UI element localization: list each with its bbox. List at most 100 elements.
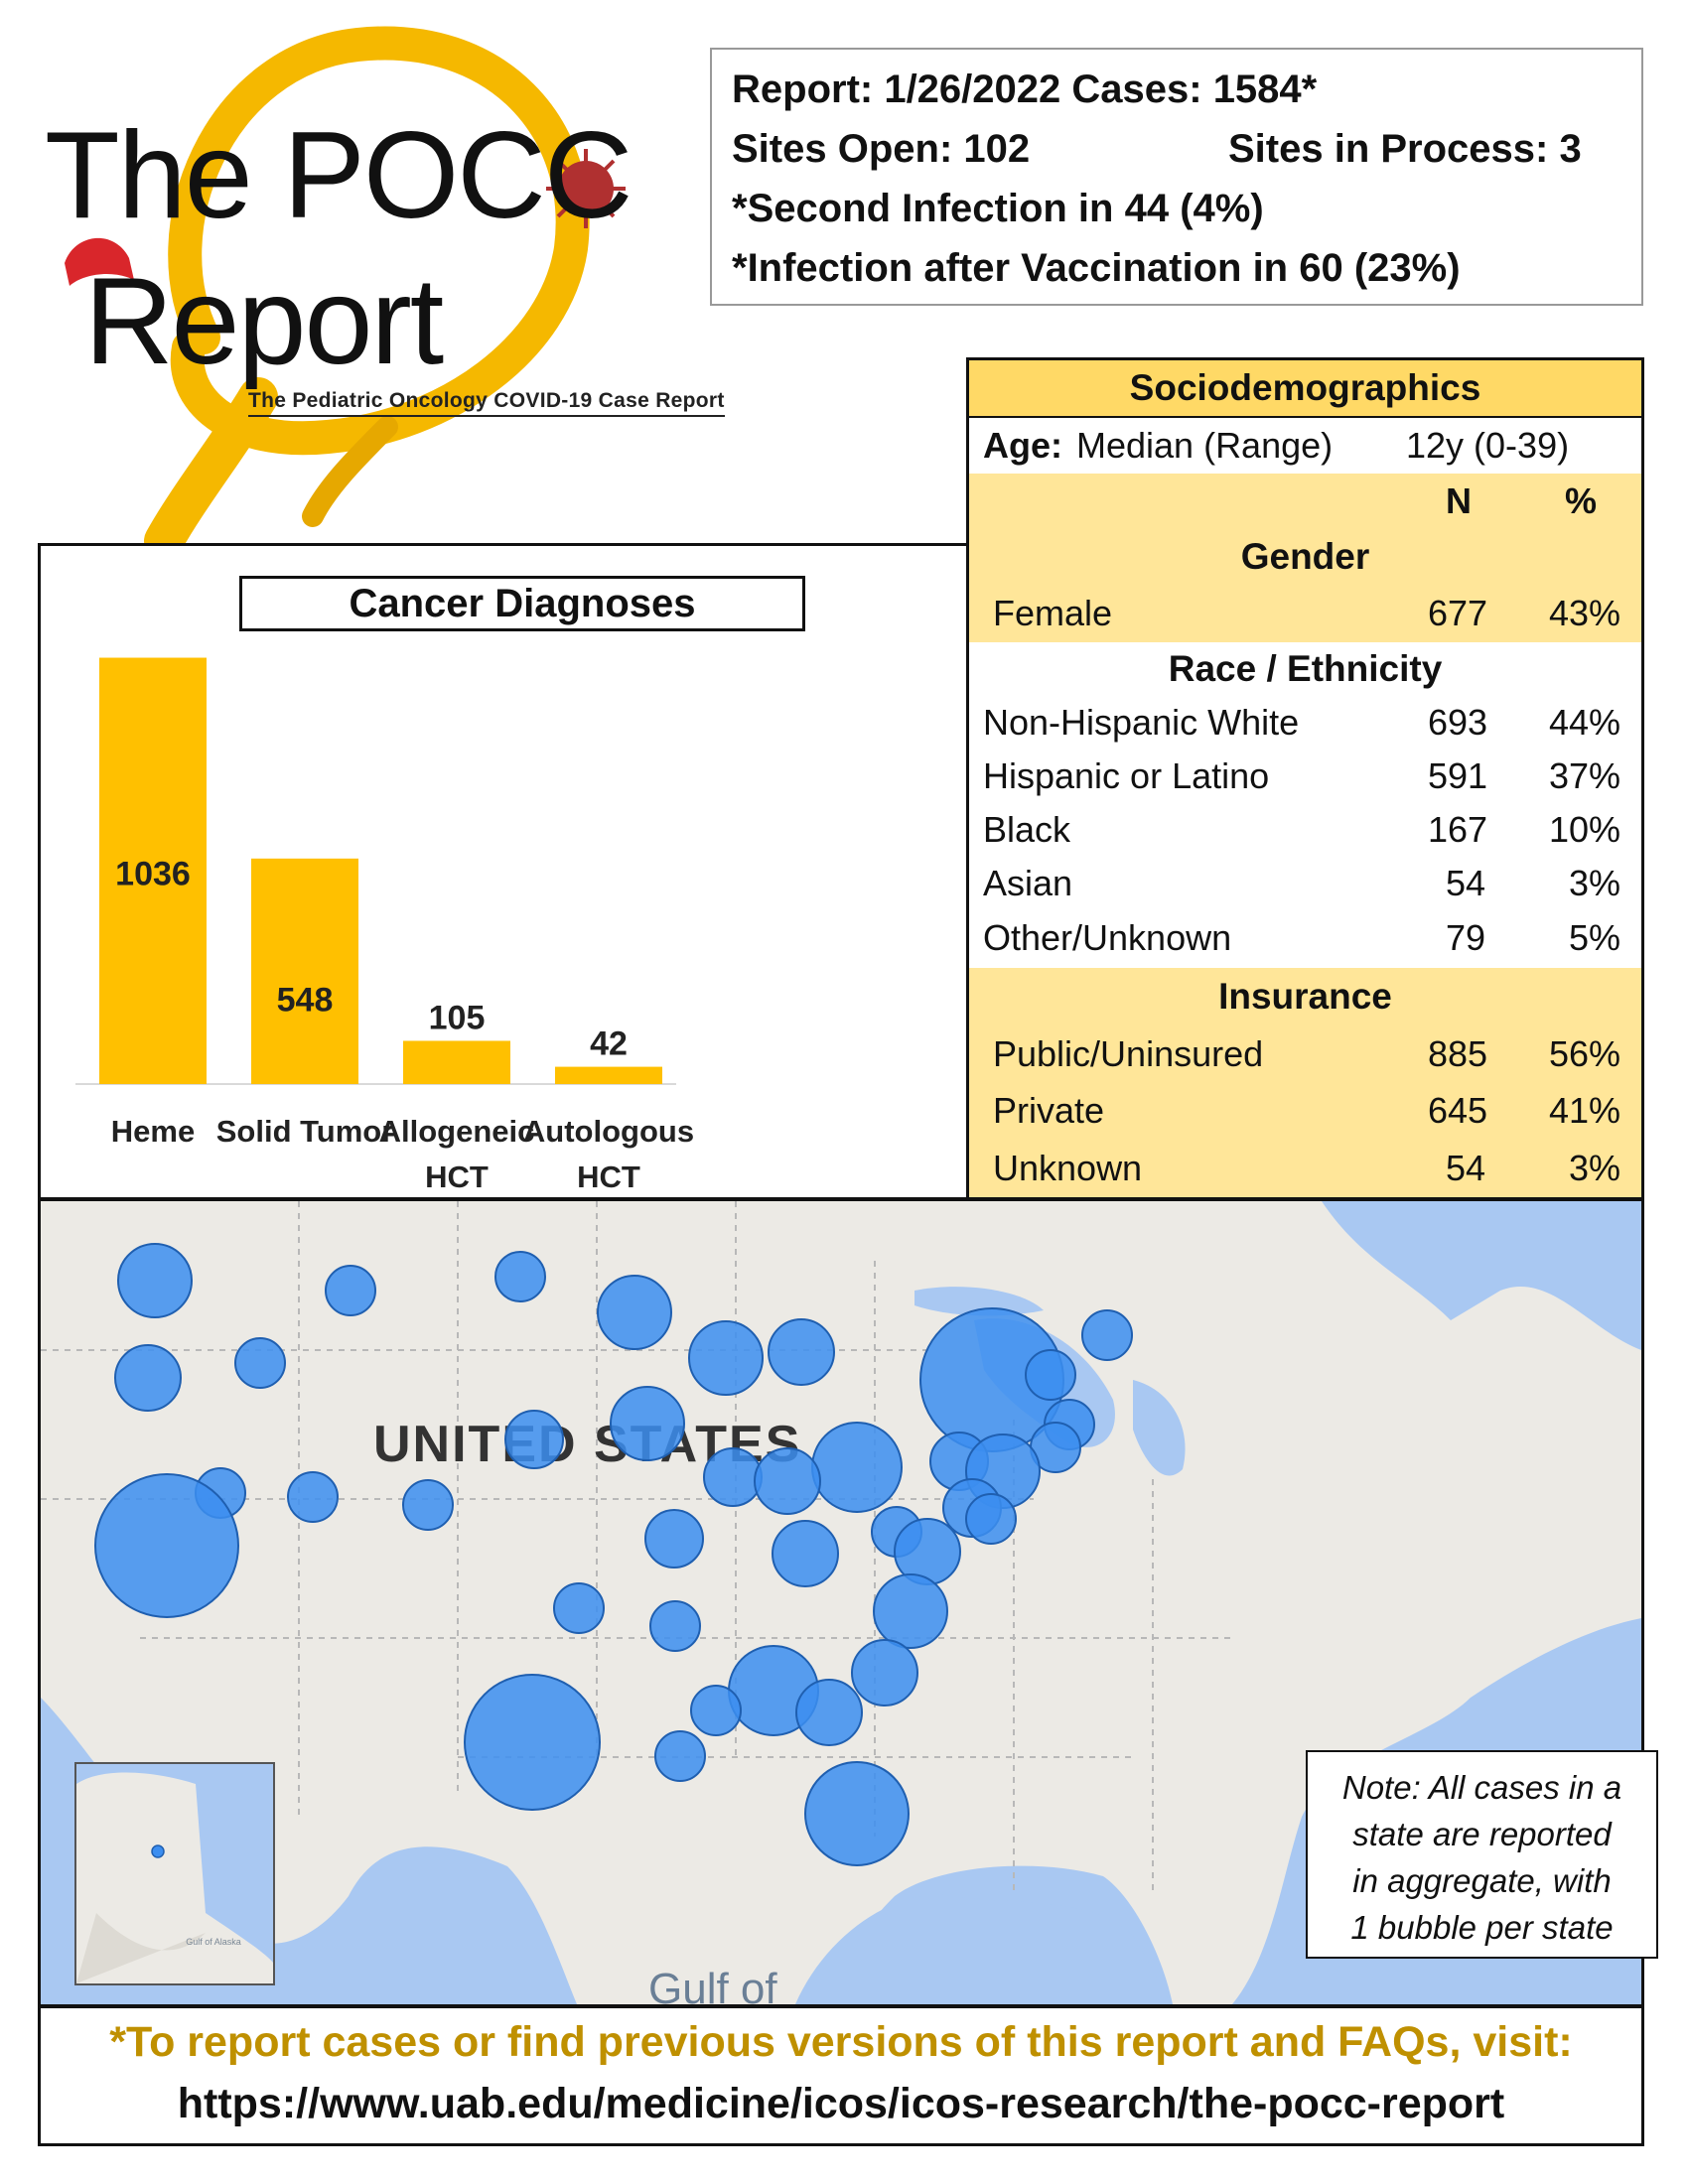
age-value: 12y (0-39) (1406, 425, 1570, 466)
col-n: N (1446, 480, 1472, 521)
female-label: Female (993, 593, 1113, 633)
bar (403, 1040, 510, 1084)
state-bubble (287, 1471, 339, 1523)
state-bubble (610, 1386, 685, 1461)
alaska-gulf-label: Gulf of Alaska (186, 1937, 241, 1947)
state-bubble (234, 1337, 286, 1389)
race-row: Asian 54 3% (969, 857, 1641, 910)
race-row: Hispanic or Latino 591 37% (969, 750, 1641, 803)
state-bubble (464, 1674, 601, 1811)
sites-in-process: Sites in Process: 3 (1228, 127, 1582, 171)
race-pct: 37% (1549, 755, 1621, 796)
state-bubble (504, 1410, 564, 1469)
us-cases-bubble-map: UNITED STATES Gulf of (38, 1198, 1644, 2007)
insurance-label: Public/Uninsured (993, 1033, 1264, 1074)
state-bubble (851, 1639, 918, 1706)
state-bubble (795, 1679, 863, 1746)
data-label: 548 (277, 981, 334, 1019)
column-header-row: N % (969, 474, 1641, 529)
race-row: Other/Unknown 79 5% (969, 910, 1641, 966)
state-bubbles (94, 1243, 1133, 1866)
gender-head: Gender (1240, 536, 1370, 577)
race-pct: 5% (1569, 917, 1621, 958)
insurance-n: 645 (1428, 1090, 1488, 1131)
race-pct: 3% (1569, 863, 1621, 903)
race-row: Black 167 10% (969, 803, 1641, 857)
insurance-pct: 41% (1549, 1090, 1621, 1131)
gulf-label: Gulf of (648, 1965, 777, 2004)
category-label: HCT (577, 1160, 640, 1194)
race-row: Non-Hispanic White 693 44% (969, 696, 1641, 750)
state-bubble (649, 1600, 701, 1652)
state-bubble (965, 1493, 1017, 1545)
note-line: Note: All cases in a (1341, 1769, 1622, 1806)
state-bubble (768, 1318, 835, 1386)
footer-url-link[interactable]: https://www.uab.edu/medicine/icos/icos-r… (177, 2080, 1505, 2127)
race-label: Hispanic or Latino (983, 755, 1270, 796)
state-bubble (754, 1447, 821, 1515)
race-n: 54 (1446, 863, 1486, 903)
state-bubble (654, 1730, 706, 1782)
state-bubble (494, 1251, 546, 1302)
map-note: Note: All cases in a state are reported … (1306, 1750, 1658, 1959)
footer-instructions: *To report cases or find previous versio… (109, 2018, 1573, 2066)
sociodemographics-table: Sociodemographics Age: Median (Range) 12… (966, 357, 1644, 1200)
insurance-head-row: Insurance (969, 968, 1641, 1025)
note-line: 1 bubble per state (1350, 1909, 1614, 1946)
state-bubble (117, 1243, 193, 1318)
state-bubble (151, 1844, 165, 1858)
insurance-row: Unknown 54 3% (969, 1139, 1641, 1197)
race-n: 167 (1428, 809, 1488, 850)
pocc-logo (30, 20, 725, 556)
us-map: UNITED STATES Gulf of (41, 1201, 1641, 2004)
race-head: Race / Ethnicity (1168, 648, 1443, 689)
category-label: Autologous (523, 1114, 694, 1149)
age-row: Age: Median (Range) 12y (0-39) (969, 418, 1641, 474)
state-bubble (553, 1582, 605, 1634)
state-bubble (402, 1479, 454, 1531)
insurance-label: Private (993, 1090, 1105, 1131)
gender-head-row: Gender (969, 529, 1641, 585)
state-bubble (690, 1685, 742, 1736)
land-shape (41, 1201, 1641, 2004)
state-bubble (811, 1422, 903, 1513)
bar (555, 1066, 662, 1084)
col-pct: % (1565, 480, 1598, 521)
state-bubble (804, 1761, 910, 1866)
cancer-diagnoses-chart: 1036 Heme 548 Solid Tumor 105 Allogeneic HCT 42… (75, 657, 694, 1194)
age-desc: Median (Range) (1076, 425, 1334, 466)
female-n: 677 (1428, 593, 1488, 633)
bar (99, 657, 207, 1084)
state-bubble (644, 1509, 704, 1569)
state-bubble (597, 1275, 672, 1350)
state-bubble (1025, 1349, 1076, 1401)
ribbon-icon (65, 26, 626, 556)
cap-icon (65, 237, 134, 286)
socio-title: Sociodemographics (969, 360, 1641, 418)
sites-open: Sites Open: 102 (732, 127, 1031, 171)
note-line: state are reported (1352, 1816, 1612, 1852)
female-row: Female 677 43% (969, 585, 1641, 642)
insurance-n: 54 (1446, 1148, 1486, 1188)
data-label: 105 (429, 999, 486, 1036)
chart-title: Cancer Diagnoses (239, 576, 805, 631)
bar (251, 858, 358, 1084)
insurance-head: Insurance (1218, 976, 1392, 1017)
data-label: 42 (590, 1025, 628, 1063)
logo-title-line2: Report (84, 253, 444, 390)
race-label: Non-Hispanic White (983, 702, 1300, 743)
insurance-row: Public/Uninsured 885 56% (969, 1025, 1641, 1082)
race-n: 79 (1446, 917, 1486, 958)
report-summary-box: Report: 1/26/2022 Cases: 1584* Sites Ope… (710, 48, 1643, 306)
insurance-n: 885 (1428, 1033, 1488, 1074)
state-bubble (325, 1265, 376, 1316)
insurance-pct: 3% (1569, 1148, 1621, 1188)
footer-box: *To report cases or find previous versio… (38, 2005, 1644, 2146)
race-head-row: Race / Ethnicity (969, 642, 1641, 696)
state-bubble (873, 1573, 948, 1649)
cancer-diagnoses-panel: 1036 Heme 548 Solid Tumor 105 Allogeneic HCT 42… (38, 543, 969, 1200)
female-pct: 43% (1549, 593, 1621, 633)
category-label: Solid Tumor (216, 1114, 394, 1149)
state-bubble (688, 1320, 764, 1396)
state-bubble (772, 1520, 839, 1587)
